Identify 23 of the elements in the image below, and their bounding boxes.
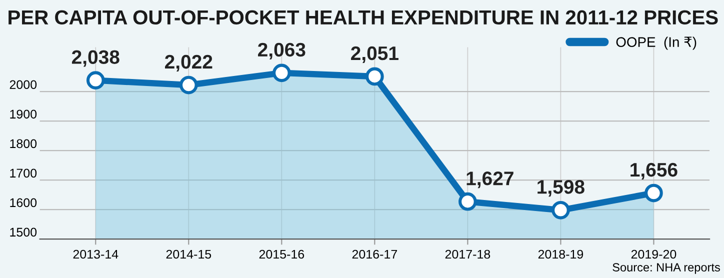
data-label: 2,038 xyxy=(72,50,120,67)
x-tick-label: 2017-18 xyxy=(445,250,490,259)
x-tick-label: 2013-14 xyxy=(73,250,118,259)
y-tick-label: 2000 xyxy=(10,80,37,90)
y-tick-label: 1500 xyxy=(10,228,37,237)
x-tick-label: 2018-19 xyxy=(538,250,584,259)
data-label: 1,598 xyxy=(538,180,584,197)
data-label: 2,022 xyxy=(164,54,212,72)
x-tick-label: 2014-15 xyxy=(166,250,212,259)
y-tick-label: 1900 xyxy=(10,110,37,119)
y-tick-label: 1800 xyxy=(10,139,37,148)
legend-label: OOPE (In ₹) xyxy=(616,36,696,50)
data-label: 2,051 xyxy=(351,46,398,63)
y-tick-label: 1700 xyxy=(10,168,37,178)
x-tick-label: 2016-17 xyxy=(352,250,397,259)
y-tick-label: 1600 xyxy=(10,198,37,208)
source-note: Source: NHA reports xyxy=(612,263,720,274)
chart-title: PER CAPITA OUT-OF-POCKET HEALTH EXPENDITURE IN 2011-12 PRICES xyxy=(8,10,718,25)
x-tick-label: 2015-16 xyxy=(259,250,304,259)
data-label: 1,656 xyxy=(630,162,678,180)
x-tick-label: 2019-20 xyxy=(631,250,676,259)
data-label: 2,063 xyxy=(258,42,306,60)
data-label: 1,627 xyxy=(466,171,514,188)
